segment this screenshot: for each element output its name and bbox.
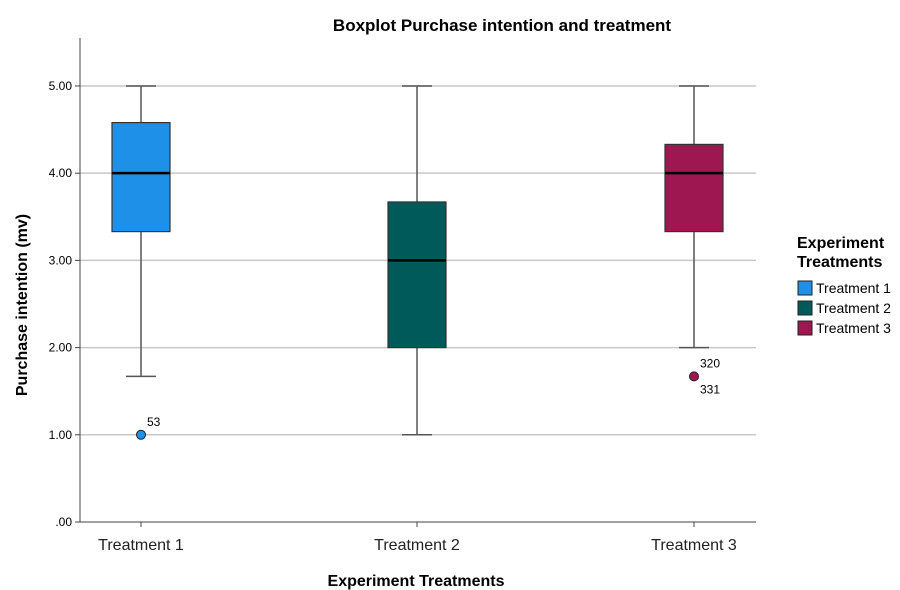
- axes: .00 1.00 2.00 3.00 4.00 5.00 Treatment 1 Treatm…: [49, 38, 756, 554]
- iqr-box-3: [664, 143, 724, 233]
- x-tick-label-2: Treatment 3: [651, 537, 737, 554]
- box-group-1: 53: [111, 85, 171, 440]
- outlier-label-320: 320: [700, 356, 720, 370]
- iqr-box-2: [387, 201, 447, 349]
- outlier-point-3-1: [689, 371, 699, 382]
- y-axis-label: Purchase intention (mv): [14, 214, 31, 396]
- legend-swatch-2: [797, 300, 813, 316]
- outlier-label-331: 331: [700, 382, 720, 396]
- x-tick-label-1: Treatment 2: [374, 537, 460, 554]
- outlier-point-1-1: [136, 429, 146, 440]
- y-tick-label-4: 4.00: [49, 166, 73, 180]
- y-tick-label-2: 2.00: [49, 341, 73, 355]
- legend-label-1: Treatment 1: [816, 280, 891, 296]
- legend-swatch-3: [797, 320, 813, 336]
- y-tick-label-1: 1.00: [49, 428, 73, 442]
- x-axis-label: Experiment Treatments: [328, 573, 505, 590]
- outlier-label-53: 53: [147, 415, 161, 429]
- iqr-box-1: [111, 121, 171, 233]
- legend: Experiment Treatments Treatment 1 Treatme…: [797, 235, 891, 336]
- legend-swatch-1: [797, 280, 813, 296]
- chart-title: Boxplot Purchase intention and treatment: [333, 16, 671, 35]
- box-group-2: [387, 85, 447, 436]
- legend-label-2: Treatment 2: [816, 300, 891, 316]
- y-tick-label-3: 3.00: [49, 253, 73, 267]
- y-tick-label-5: 5.00: [49, 79, 73, 93]
- legend-label-3: Treatment 3: [816, 320, 891, 336]
- box-group-3: 320 331: [664, 85, 724, 396]
- boxes: 53 320 331: [111, 85, 724, 440]
- x-tick-label-0: Treatment 1: [98, 537, 184, 554]
- legend-title-line2: Treatments: [797, 254, 882, 271]
- y-tick-label-0: .00: [55, 515, 72, 529]
- legend-title-line1: Experiment: [797, 235, 885, 252]
